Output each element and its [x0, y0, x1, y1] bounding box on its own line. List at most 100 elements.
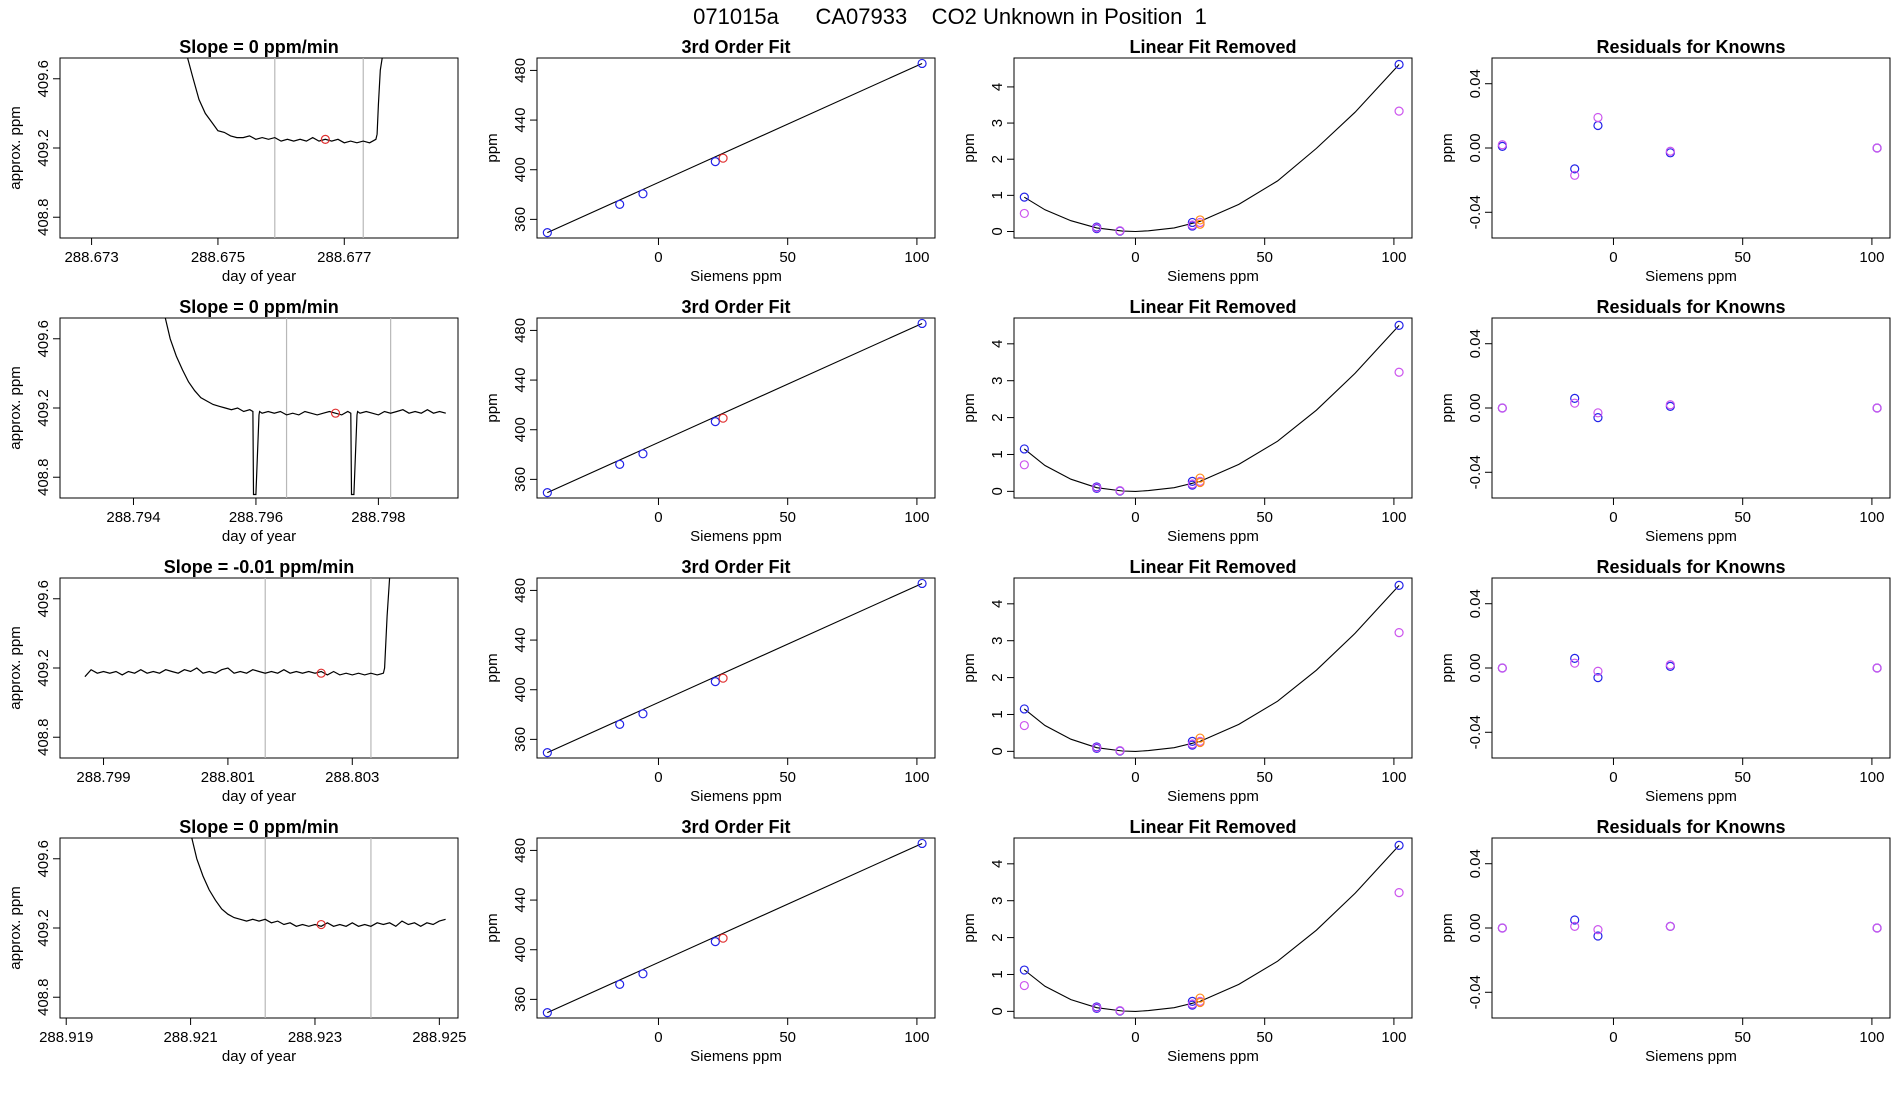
x-tick-label: 288.796 [229, 509, 283, 526]
data-trace [191, 838, 446, 928]
x-tick-label: 100 [904, 1029, 929, 1046]
data-point-magenta [1019, 460, 1029, 470]
x-tick-label: 0 [654, 249, 662, 266]
x-tick-label: 50 [1256, 509, 1273, 526]
plot-frame [1491, 317, 1891, 499]
data-trace [187, 58, 383, 144]
panel-lin-1: Linear Fit Removed 0 50 100 Siemens ppm 0 1 2 3 4… [961, 37, 1413, 285]
y-tick-label: 3 [989, 119, 1006, 127]
plot-frame [1491, 837, 1891, 1019]
x-tick-label: 288.794 [106, 509, 160, 526]
data-point-magenta [1665, 660, 1675, 670]
data-point-magenta [1497, 923, 1507, 933]
data-trace [164, 318, 446, 496]
plot-area [191, 838, 446, 1018]
plot-frame [1013, 577, 1413, 759]
panel-title: Slope = 0 ppm/min [179, 817, 339, 837]
data-point-magenta [1115, 486, 1125, 496]
plot-area [1019, 320, 1404, 496]
plot-area [1019, 580, 1404, 756]
panel-title: 3rd Order Fit [681, 297, 790, 317]
y-tick-label: 480 [512, 58, 529, 83]
x-tick-label: 50 [779, 509, 796, 526]
plot-area [187, 58, 383, 238]
data-point-blue [710, 937, 720, 947]
plot-frame [59, 57, 459, 239]
y-tick-label: 2 [989, 933, 1006, 941]
x-tick-label: 288.801 [201, 769, 255, 786]
data-point-blue [1019, 965, 1029, 975]
panel-time-3: Slope = -0.01 ppm/min 288.799 288.801 288.8… [7, 557, 459, 805]
x-tick-label: 100 [1381, 509, 1406, 526]
plot-area [542, 578, 927, 758]
data-point-magenta [1092, 483, 1102, 493]
x-tick-label: 100 [1381, 1029, 1406, 1046]
data-point-blue [638, 189, 648, 199]
panel-res-4: Residuals for Knowns 0 50 100 Siemens ppm -0.… [1439, 817, 1891, 1065]
data-point-magenta [1394, 627, 1404, 638]
data-point-blue [710, 417, 720, 427]
panel-time-4: Slope = 0 ppm/min 288.919 288.921 288.923 28… [7, 817, 466, 1065]
x-tick-label: 50 [1734, 249, 1751, 266]
sample-point [330, 408, 341, 418]
y-tick-label: 440 [512, 368, 529, 393]
panel-title: Linear Fit Removed [1129, 297, 1296, 317]
plot-frame [59, 577, 459, 759]
x-tick-label: 50 [1734, 769, 1751, 786]
data-point-blue [542, 1008, 552, 1018]
panel-title: Residuals for Knowns [1596, 817, 1785, 837]
plot-area [1019, 840, 1404, 1016]
panel-res-2: Residuals for Knowns 0 50 100 Siemens ppm -0.… [1439, 297, 1891, 545]
y-tick-label: 2 [989, 673, 1006, 681]
panel-title: Slope = 0 ppm/min [179, 37, 339, 57]
data-point-magenta [1665, 400, 1675, 410]
data-point-magenta [1394, 887, 1404, 898]
x-axis-label: Siemens ppm [1167, 1048, 1259, 1065]
data-point-magenta [1019, 208, 1029, 219]
data-point-blue [710, 157, 720, 167]
x-tick-label: 50 [1256, 249, 1273, 266]
y-axis-label: ppm [484, 133, 501, 162]
data-point-red [718, 153, 728, 163]
x-tick-label: 50 [779, 769, 796, 786]
y-tick-label: 0.04 [1467, 69, 1484, 98]
panel-time-2: Slope = 0 ppm/min 288.794 288.796 288.798 da… [7, 297, 459, 545]
y-tick-label: 400 [512, 157, 529, 182]
y-tick-label: 0 [989, 487, 1006, 495]
data-point-blue [1570, 393, 1580, 403]
x-tick-label: 100 [1381, 769, 1406, 786]
y-tick-label: 1 [989, 191, 1006, 199]
panel-res-3: Residuals for Knowns 0 50 100 Siemens ppm -0.… [1439, 557, 1891, 805]
data-point-blue [1593, 413, 1603, 423]
x-tick-label: 0 [654, 509, 662, 526]
y-tick-label: 0.04 [1467, 589, 1484, 618]
x-tick-label: 100 [1859, 769, 1884, 786]
data-point-magenta [1872, 663, 1882, 673]
x-tick-label: 288.919 [39, 1029, 93, 1046]
y-axis-label: ppm [961, 393, 978, 422]
x-tick-label: 100 [1859, 249, 1884, 266]
y-tick-label: 409.6 [35, 840, 52, 878]
y-tick-label: 408.8 [35, 458, 52, 496]
x-axis-label: Siemens ppm [1645, 528, 1737, 545]
x-tick-label: 288.925 [412, 1029, 466, 1046]
fit-curve [1024, 64, 1400, 233]
x-axis-label: Siemens ppm [1167, 268, 1259, 285]
y-tick-label: 360 [512, 207, 529, 232]
plot-area [1019, 59, 1404, 236]
y-tick-label: 440 [512, 628, 529, 653]
data-point-blue [1593, 931, 1603, 941]
y-axis-label: ppm [1439, 653, 1456, 682]
data-point-magenta [1665, 921, 1675, 931]
fit-line [547, 322, 923, 494]
data-point-orange [1195, 473, 1205, 483]
x-axis-label: Siemens ppm [1645, 1048, 1737, 1065]
y-tick-label: -0.04 [1467, 975, 1484, 1009]
y-tick-label: 480 [512, 578, 529, 603]
y-tick-label: 0.00 [1467, 133, 1484, 162]
sample-point [316, 919, 326, 930]
y-tick-label: 480 [512, 318, 529, 343]
data-point-blue [917, 58, 927, 69]
y-tick-label: 3 [989, 897, 1006, 905]
plot-area [84, 578, 391, 758]
